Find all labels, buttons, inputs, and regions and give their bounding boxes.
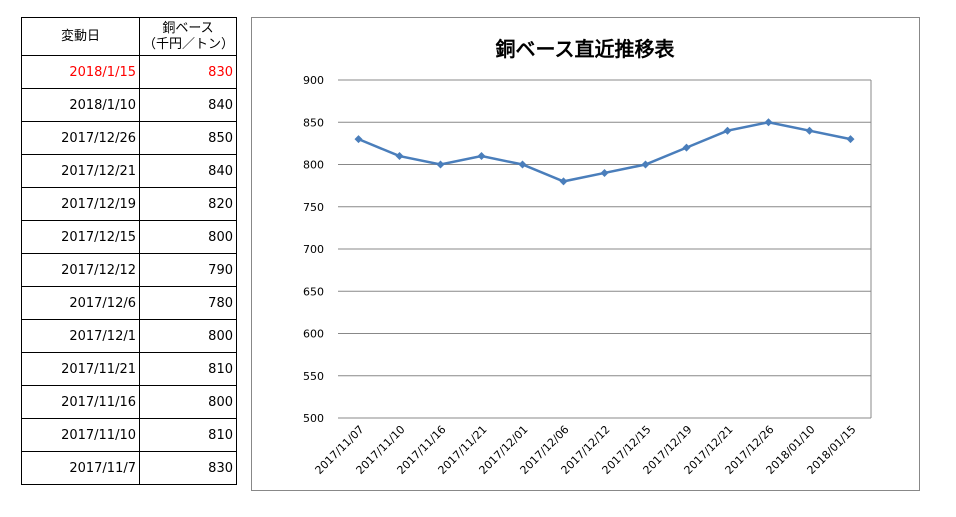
y-tick-label: 800 xyxy=(303,159,324,172)
date-cell: 2017/12/26 xyxy=(21,121,140,155)
date-cell: 2018/1/10 xyxy=(21,88,140,122)
table-row: 2017/12/1 800 xyxy=(21,319,237,353)
data-point xyxy=(682,143,691,152)
date-cell: 2017/12/19 xyxy=(21,187,140,221)
date-cell: 2017/12/1 xyxy=(21,319,140,353)
date-cell: 2017/12/15 xyxy=(21,220,140,254)
data-point xyxy=(846,135,855,144)
price-table: 変動日 銅ベース （千円／トン） 2018/1/15 830 2018/1/10 840… xyxy=(21,17,237,485)
table-row: 2017/12/12 790 xyxy=(21,253,237,287)
table-row: 2017/11/7 830 xyxy=(21,451,237,485)
line-chart: 銅ベース直近推移表5005506006507007508008509002017… xyxy=(303,37,872,477)
y-tick-label: 750 xyxy=(303,201,324,214)
header-price-line2: （千円／トン） xyxy=(143,36,235,52)
y-tick-label: 900 xyxy=(303,74,324,87)
data-point xyxy=(805,126,814,135)
date-cell: 2017/12/21 xyxy=(21,154,140,188)
price-cell: 840 xyxy=(139,88,237,122)
y-tick-label: 550 xyxy=(303,370,324,383)
header-price-line1: 銅ベース xyxy=(162,20,214,36)
y-tick-label: 650 xyxy=(303,285,324,298)
date-cell: 2017/11/16 xyxy=(21,385,140,419)
y-tick-label: 500 xyxy=(303,412,324,425)
price-cell: 800 xyxy=(139,319,237,353)
table-row: 2017/12/6 780 xyxy=(21,286,237,320)
data-point xyxy=(477,152,486,161)
date-cell: 2017/11/7 xyxy=(21,451,140,485)
header-date: 変動日 xyxy=(21,17,140,56)
date-cell: 2017/11/21 xyxy=(21,352,140,386)
y-tick-label: 700 xyxy=(303,243,324,256)
price-cell: 820 xyxy=(139,187,237,221)
chart-area: 銅ベース直近推移表 500 550 600 650 700 750 800 850 900 2017… xyxy=(251,17,920,491)
date-cell: 2017/12/12 xyxy=(21,253,140,287)
data-point xyxy=(641,160,650,169)
price-cell: 810 xyxy=(139,352,237,386)
date-cell: 2018/1/15 xyxy=(21,55,140,89)
chart-title: 銅ベース直近推移表 xyxy=(496,37,676,61)
table-row: 2017/12/19 820 xyxy=(21,187,237,221)
y-tick-label: 850 xyxy=(303,116,324,129)
table-row: 2017/11/21 810 xyxy=(21,352,237,386)
table-row: 2017/12/26 850 xyxy=(21,121,237,155)
price-cell: 800 xyxy=(139,385,237,419)
table-row: 2018/1/10 840 xyxy=(21,88,237,122)
table-row: 2017/12/15 800 xyxy=(21,220,237,254)
date-cell: 2017/12/6 xyxy=(21,286,140,320)
header-price: 銅ベース （千円／トン） xyxy=(139,17,237,56)
table-row: 2018/1/15 830 xyxy=(21,55,237,89)
price-cell: 810 xyxy=(139,418,237,452)
table-row: 2017/11/16 800 xyxy=(21,385,237,419)
date-cell: 2017/11/10 xyxy=(21,418,140,452)
price-cell: 790 xyxy=(139,253,237,287)
table-row: 2017/12/21 840 xyxy=(21,154,237,188)
data-point xyxy=(600,168,609,177)
price-cell: 780 xyxy=(139,286,237,320)
data-point xyxy=(559,177,568,186)
data-point xyxy=(354,135,363,144)
data-point xyxy=(436,160,445,169)
price-cell: 800 xyxy=(139,220,237,254)
price-cell: 840 xyxy=(139,154,237,188)
table-row: 2017/11/10 810 xyxy=(21,418,237,452)
data-point xyxy=(518,160,527,169)
data-point xyxy=(764,118,773,127)
y-tick-label: 600 xyxy=(303,328,324,341)
price-cell: 830 xyxy=(139,55,237,89)
price-cell: 830 xyxy=(139,451,237,485)
data-point xyxy=(395,152,404,161)
price-cell: 850 xyxy=(139,121,237,155)
data-point xyxy=(723,126,732,135)
